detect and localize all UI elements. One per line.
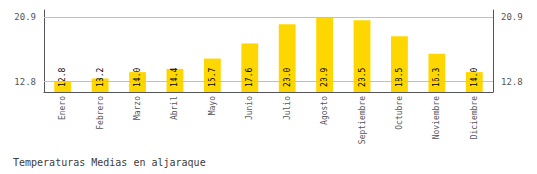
svg-text:12.8: 12.8: [14, 77, 36, 87]
svg-text:Noviembre: Noviembre: [432, 96, 441, 140]
svg-text:14.0: 14.0: [470, 68, 479, 87]
svg-text:Marzo: Marzo: [133, 96, 142, 120]
svg-text:20.0: 20.0: [283, 68, 292, 87]
svg-text:12.8: 12.8: [58, 68, 67, 87]
svg-text:Febrero: Febrero: [96, 96, 105, 130]
svg-text:20.9: 20.9: [320, 68, 329, 87]
svg-text:Junio: Junio: [245, 96, 254, 120]
svg-text:Julio: Julio: [283, 96, 292, 120]
svg-text:Diciembre: Diciembre: [470, 96, 479, 140]
svg-text:20.9: 20.9: [501, 12, 523, 22]
svg-text:Septiembre: Septiembre: [358, 96, 367, 144]
svg-text:20.9: 20.9: [14, 12, 36, 22]
svg-text:18.5: 18.5: [395, 68, 404, 87]
svg-text:14.4: 14.4: [170, 68, 179, 87]
svg-text:16.3: 16.3: [432, 68, 441, 87]
svg-text:12.8: 12.8: [501, 77, 523, 87]
svg-text:Mayo: Mayo: [208, 96, 217, 115]
svg-text:14.0: 14.0: [133, 68, 142, 87]
svg-text:Agosto: Agosto: [320, 96, 329, 125]
svg-text:20.5: 20.5: [358, 68, 367, 87]
svg-text:15.7: 15.7: [208, 68, 217, 87]
svg-text:13.2: 13.2: [96, 68, 105, 87]
svg-text:Enero: Enero: [58, 96, 67, 120]
svg-text:17.6: 17.6: [245, 68, 254, 87]
svg-text:Octubre: Octubre: [395, 96, 404, 130]
svg-text:Abril: Abril: [170, 96, 179, 120]
svg-text:Temperaturas Medias en aljaraq: Temperaturas Medias en aljaraque: [13, 157, 206, 168]
